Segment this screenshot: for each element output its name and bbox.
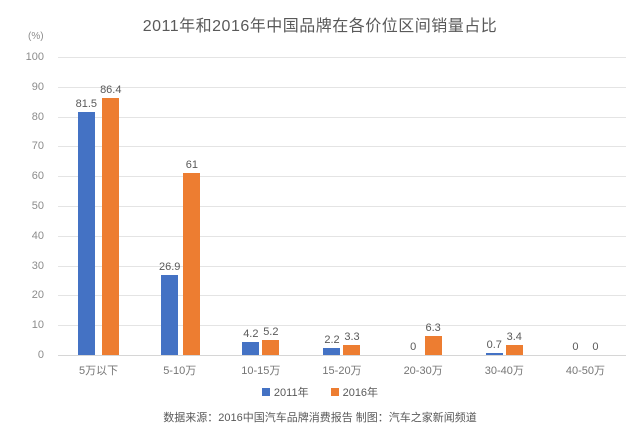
y-axis: 100 90 80 70 60 50 40 30 20 10 0 (0, 51, 50, 361)
bar-wrap: 61 (183, 159, 201, 355)
bar-value-label: 0 (410, 341, 417, 353)
bar-wrap: 0 (587, 341, 604, 355)
y-axis-tick-label: 10 (31, 319, 44, 332)
x-axis-category-label: 5-10万 (163, 365, 197, 377)
gridline (58, 235, 626, 237)
y-axis-tick-label: 40 (31, 229, 44, 242)
plot-area: 81.5 86.4 26.9 61 4.2 5.2 2.2 3.3 0 6.3 0.7 3.4 0 0 (58, 57, 626, 356)
bar-groups: 81.5 86.4 26.9 61 4.2 5.2 2.2 3.3 0 6.3 0.7 3.4 0 0 (58, 57, 626, 355)
gridline (58, 265, 626, 267)
legend: 2011年 2016年 (0, 384, 640, 400)
y-axis-tick-label: 90 (31, 80, 44, 93)
chart-source-footer: 数据来源：2016中国汽车品牌消费报告 制图：汽车之家新闻频道 (163, 412, 477, 424)
bar-2016年 (102, 97, 120, 355)
bar-value-label: 5.2 (263, 325, 279, 338)
bar-wrap: 3.4 (505, 330, 523, 355)
bar-wrap: 4.2 (242, 328, 260, 355)
bar-value-label: 86.4 (100, 83, 122, 96)
gridline (58, 86, 626, 88)
bar-group: 81.5 86.4 (58, 57, 139, 355)
bar-2016年 (183, 173, 201, 355)
y-axis-tick-label: 60 (31, 170, 44, 183)
y-axis-tick-label: 100 (25, 51, 44, 63)
y-axis-tick-label: 30 (31, 259, 44, 272)
bar-value-label: 3.3 (344, 331, 360, 344)
x-axis-category-label: 15-20万 (322, 365, 362, 377)
bar-value-label: 4.2 (243, 328, 259, 341)
legend-item: 2011年 (261, 384, 309, 400)
bar-group: 2.2 3.3 (301, 57, 382, 355)
bar-2016年 (343, 345, 361, 355)
x-axis-category-label: 10-15万 (241, 365, 281, 377)
x-axis-category-label: 5万以下 (79, 365, 119, 377)
bar-value-label: 0.7 (486, 338, 502, 351)
bar-2016年 (505, 344, 523, 355)
bar-value-label: 3.4 (506, 330, 522, 343)
bar-2011年 (77, 112, 95, 355)
y-axis-tick-label: 0 (37, 349, 44, 361)
y-axis-tick-label: 80 (31, 110, 44, 123)
bar-pair: 81.5 86.4 (76, 84, 121, 355)
y-axis-unit-label: (%) (28, 31, 44, 42)
legend-item: 2016年 (330, 384, 379, 400)
bar-pair: 26.9 61 (159, 159, 201, 355)
bar-value-label: 26.9 (159, 260, 181, 273)
bar-value-label: 0 (572, 341, 579, 353)
bar-wrap: 2.2 (323, 334, 341, 355)
bar-2011年 (242, 342, 260, 355)
bar-wrap: 0 (405, 341, 422, 355)
x-axis-category-label: 30-40万 (484, 365, 524, 377)
legend-swatch-icon (261, 388, 270, 396)
gridline (58, 325, 626, 327)
bar-wrap: 0 (567, 341, 584, 355)
legend-label: 2016年 (342, 387, 379, 399)
bar-2011年 (323, 348, 341, 355)
x-axis-category-label: 40-50万 (565, 365, 605, 377)
gridline (58, 146, 626, 148)
bar-wrap: 81.5 (76, 98, 97, 355)
bar-group: 0.7 3.4 (464, 57, 545, 355)
bar-group: 26.9 61 (139, 57, 220, 355)
bar-wrap: 86.4 (100, 84, 121, 355)
bar-pair: 0.7 3.4 (485, 330, 523, 355)
bar-pair: 2.2 3.3 (323, 331, 361, 355)
bar-wrap: 6.3 (424, 322, 442, 355)
x-axis-category-label: 20-30万 (403, 365, 443, 377)
gridline (58, 116, 626, 118)
bar-wrap: 26.9 (159, 261, 180, 355)
bar-2016年 (424, 336, 442, 355)
y-axis-tick-label: 20 (31, 289, 44, 302)
bar-wrap: 0.7 (485, 338, 503, 355)
bar-value-label: 0 (592, 341, 599, 353)
legend-label: 2011年 (273, 387, 309, 399)
bar-value-label: 6.3 (425, 322, 441, 335)
bar-group: 4.2 5.2 (220, 57, 301, 355)
legend-swatch-icon (330, 388, 339, 396)
y-axis-tick-label: 70 (31, 140, 44, 153)
chart-title: 2011年和2016年中国品牌在各价位区间销量占比 (142, 18, 498, 35)
bar-2011年 (161, 274, 179, 355)
x-axis-category-labels: 5万以下 5-10万 10-15万 15-20万 20-30万 30-40万 40-50万 (58, 362, 626, 378)
bar-value-label: 81.5 (75, 98, 98, 111)
bar-pair: 4.2 5.2 (242, 325, 280, 355)
bar-group: 0 6.3 (383, 57, 464, 355)
gridline (58, 176, 626, 178)
bar-wrap: 5.2 (262, 325, 280, 355)
bar-pair: 0 6.3 (405, 322, 442, 355)
y-axis-tick-label: 50 (31, 200, 44, 212)
gridline (58, 57, 626, 58)
bar-wrap: 3.3 (343, 331, 361, 355)
bar-2011年 (485, 352, 503, 355)
gridline (58, 295, 626, 297)
bar-value-label: 2.2 (324, 334, 340, 347)
bar-value-label: 61 (185, 159, 199, 172)
gridline (58, 206, 626, 207)
bar-2016年 (262, 339, 280, 355)
